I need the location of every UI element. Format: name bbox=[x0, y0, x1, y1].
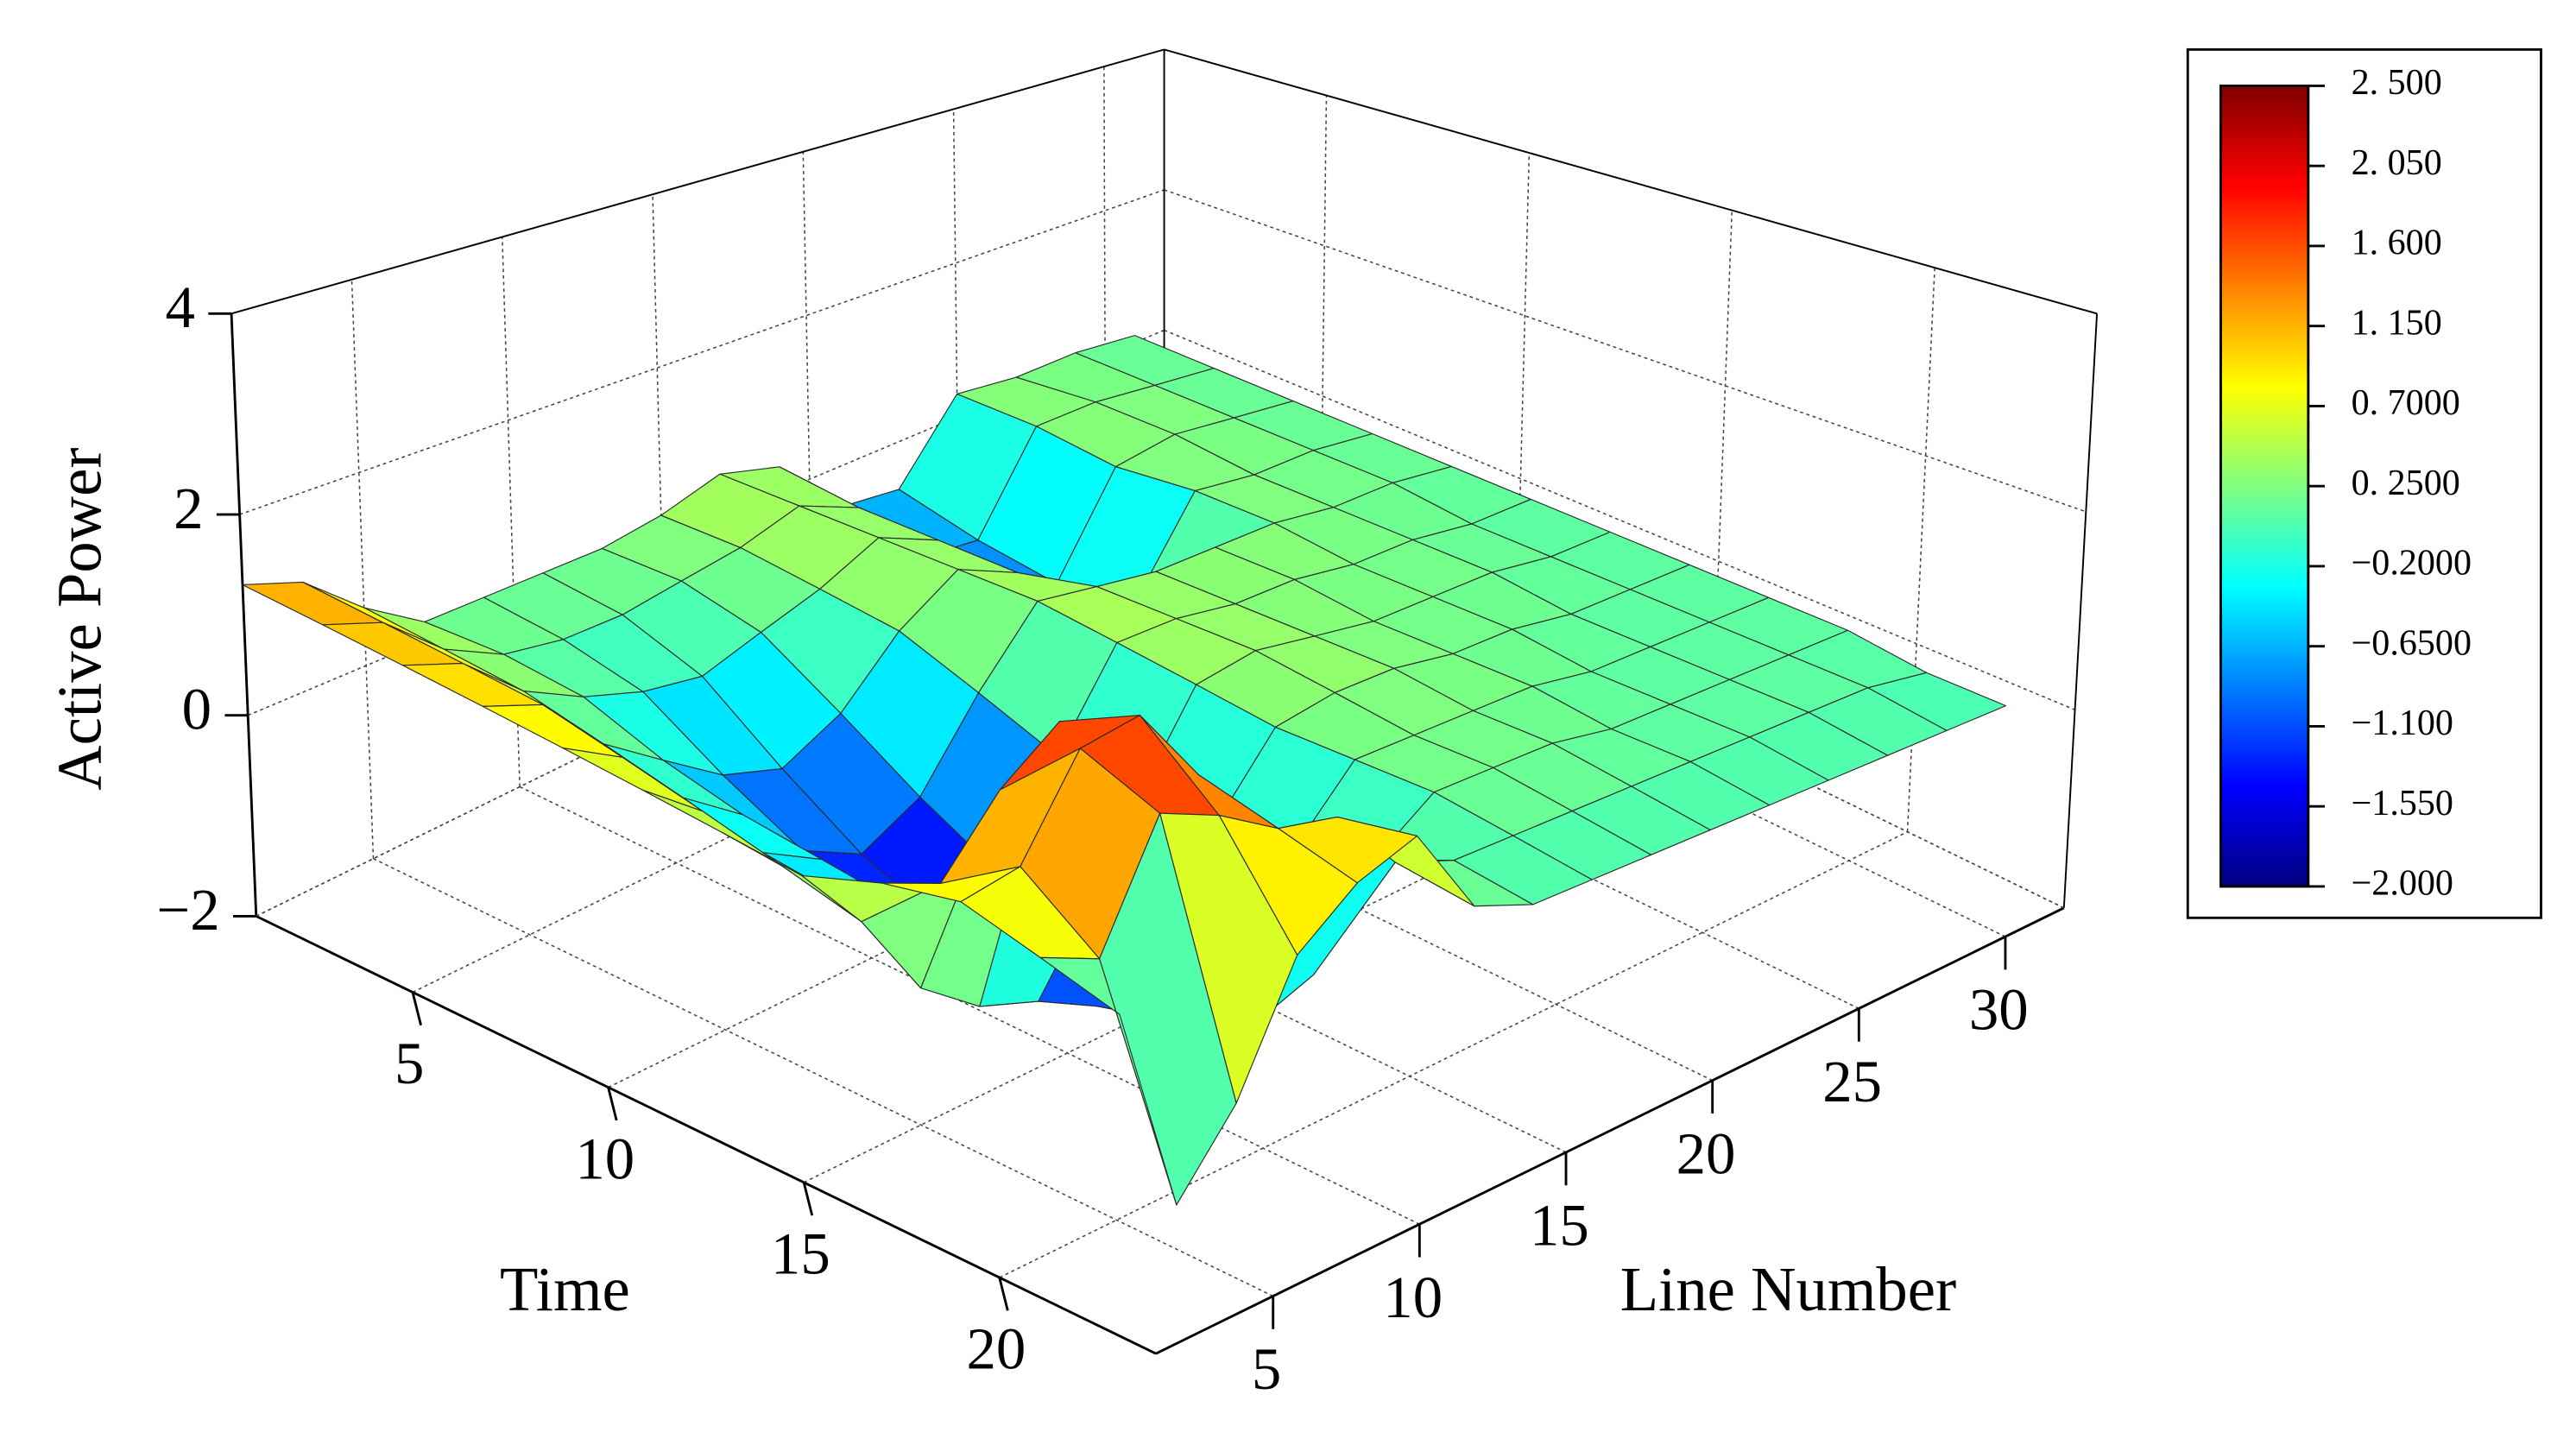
colorbar-tick-label: −2.000 bbox=[2352, 864, 2453, 904]
y-tick-label: 10 bbox=[1383, 1265, 1443, 1330]
axis-line bbox=[256, 915, 1157, 1355]
colorbar-tick-label: −0.2000 bbox=[2352, 544, 2472, 584]
x-tick bbox=[998, 1277, 1009, 1311]
z-tick-label: −2 bbox=[156, 877, 219, 943]
y-tick-label: 20 bbox=[1676, 1120, 1736, 1186]
x-axis-title: Time bbox=[500, 1254, 630, 1324]
grid-line bbox=[952, 109, 960, 571]
z-axis-title: Active Power bbox=[44, 447, 114, 790]
grid-line bbox=[501, 237, 521, 787]
axis-line bbox=[230, 313, 258, 917]
colorbar-tick-label: −0.6500 bbox=[2352, 623, 2472, 663]
colorbar-tick-label: 1. 600 bbox=[2352, 224, 2442, 263]
grid-line bbox=[519, 785, 1420, 1225]
z-tick-label: 0 bbox=[182, 677, 212, 742]
colorbar-tick-label: 2. 500 bbox=[2352, 63, 2442, 103]
z-tick-label: 2 bbox=[174, 476, 203, 541]
grid-line bbox=[350, 279, 375, 859]
grid-line bbox=[373, 858, 1274, 1297]
x-tick bbox=[607, 1087, 618, 1121]
axis-line bbox=[1155, 906, 2065, 1355]
x-tick-label: 20 bbox=[967, 1316, 1026, 1382]
colorbar-tick-label: 1. 150 bbox=[2352, 303, 2442, 343]
grid-line bbox=[1906, 268, 1935, 832]
y-tick-label: 15 bbox=[1530, 1193, 1589, 1259]
y-axis-title: Line Number bbox=[1620, 1254, 1956, 1324]
x-tick bbox=[802, 1182, 814, 1216]
z-tick-label: 4 bbox=[166, 274, 195, 340]
colorbar-tick-label: 0. 7000 bbox=[2352, 383, 2460, 423]
box-edge bbox=[230, 48, 1165, 315]
colorbar-tick-label: −1.100 bbox=[2352, 703, 2453, 743]
grid-line bbox=[1164, 189, 2087, 513]
box-edge bbox=[1164, 48, 2098, 315]
colorbar-frame bbox=[2186, 47, 2542, 919]
x-tick bbox=[411, 992, 422, 1026]
colorbar-tick-label: 2. 050 bbox=[2352, 143, 2442, 183]
y-tick-label: 5 bbox=[1252, 1336, 1281, 1402]
grid-line bbox=[239, 189, 1165, 515]
colorbar-tick-label: −1.550 bbox=[2352, 784, 2453, 823]
x-tick-label: 10 bbox=[575, 1126, 635, 1191]
surface-cell bbox=[242, 581, 384, 626]
box-edge bbox=[2062, 313, 2099, 908]
x-tick-label: 5 bbox=[395, 1031, 424, 1096]
colorbar-tick-label: 0. 2500 bbox=[2352, 464, 2460, 503]
colorbar bbox=[2219, 85, 2310, 888]
y-tick-label: 25 bbox=[1822, 1049, 1882, 1114]
surface-cell bbox=[1039, 956, 1178, 1206]
y-tick-label: 30 bbox=[1969, 977, 2029, 1043]
x-tick-label: 15 bbox=[771, 1221, 830, 1287]
